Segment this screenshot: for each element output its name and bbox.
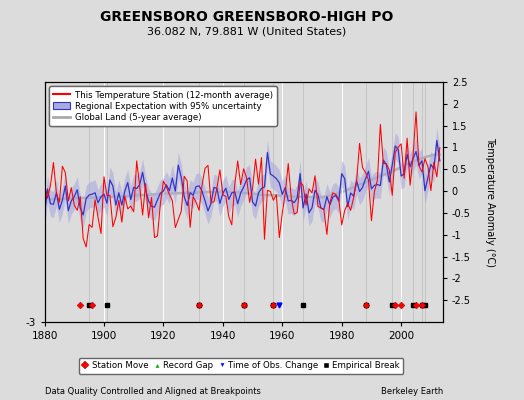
Text: 36.082 N, 79.881 W (United States): 36.082 N, 79.881 W (United States) bbox=[147, 26, 346, 36]
Text: GREENSBORO GREENSBORO-HIGH PO: GREENSBORO GREENSBORO-HIGH PO bbox=[100, 10, 393, 24]
Legend: Station Move, Record Gap, Time of Obs. Change, Empirical Break: Station Move, Record Gap, Time of Obs. C… bbox=[79, 358, 403, 374]
Text: Data Quality Controlled and Aligned at Breakpoints: Data Quality Controlled and Aligned at B… bbox=[45, 387, 260, 396]
Y-axis label: Temperature Anomaly (°C): Temperature Anomaly (°C) bbox=[485, 137, 495, 267]
Legend: This Temperature Station (12-month average), Regional Expectation with 95% uncer: This Temperature Station (12-month avera… bbox=[49, 86, 277, 126]
Text: Berkeley Earth: Berkeley Earth bbox=[380, 387, 443, 396]
